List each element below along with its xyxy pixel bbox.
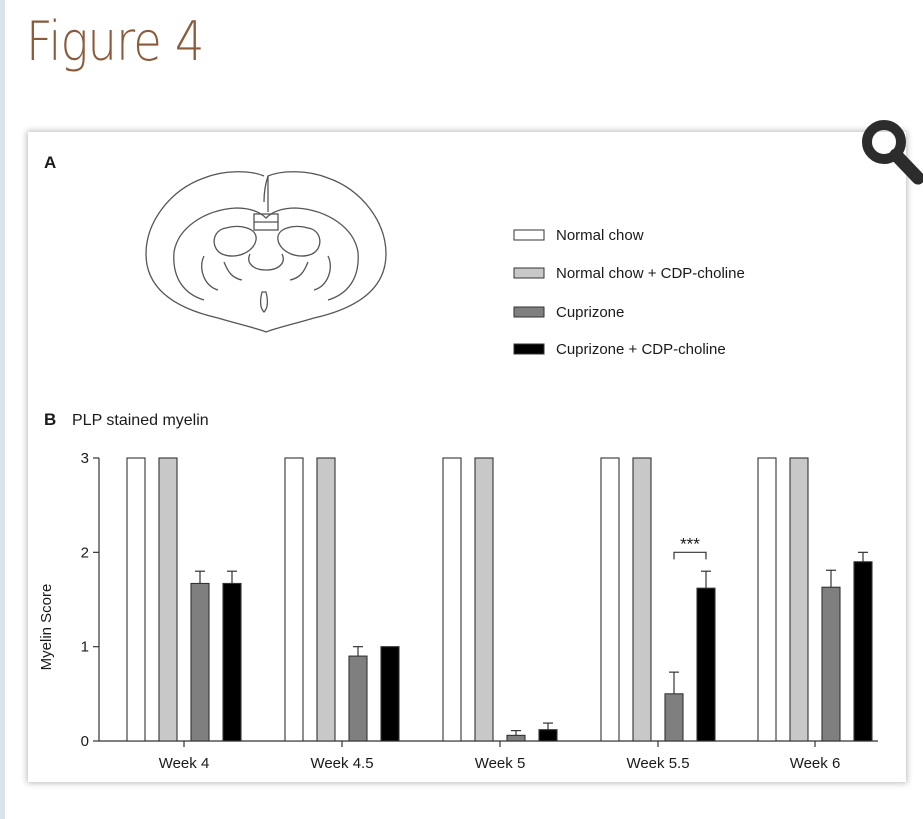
- legend-swatch-cuprizone-cdp: [513, 343, 545, 355]
- bar: [474, 457, 494, 742]
- bar: [632, 457, 652, 742]
- legend-swatch-normal-chow-cdp: [513, 267, 545, 279]
- figure-svg: A Normal chow Normal chow + CDP-choline …: [38, 153, 878, 772]
- bar: [821, 586, 841, 742]
- page-title: Figure 4: [26, 10, 204, 73]
- bar: [600, 457, 620, 742]
- y-tick-label: 0: [81, 733, 89, 750]
- bars: ***: [126, 457, 873, 742]
- bar: [190, 582, 210, 742]
- bar: [442, 457, 462, 742]
- bar: [506, 734, 526, 742]
- legend-label-cuprizone: Cuprizone: [556, 304, 624, 321]
- panel-b-label: B: [44, 410, 56, 429]
- zoom-button[interactable]: [858, 112, 923, 202]
- bar: [316, 457, 336, 742]
- y-tick-label: 1: [81, 639, 89, 656]
- bar: [126, 457, 146, 742]
- legend-swatch-cuprizone: [513, 306, 545, 318]
- page-left-rule: [0, 0, 5, 819]
- y-tick-label: 3: [81, 450, 89, 467]
- x-tick-label: Week 4: [159, 755, 210, 772]
- bar: [789, 457, 809, 742]
- bar: [664, 693, 684, 742]
- y-tick-label: 2: [81, 544, 89, 561]
- x-tick-label: Week 5: [475, 755, 526, 772]
- legend-swatch-normal-chow: [513, 229, 545, 241]
- bar: [222, 582, 242, 742]
- bar: [158, 457, 178, 742]
- legend: Normal chow Normal chow + CDP-choline Cu…: [513, 227, 745, 358]
- legend-label-cuprizone-cdp: Cuprizone + CDP-choline: [556, 341, 726, 358]
- chart-title: PLP stained myelin: [72, 412, 209, 429]
- bar: [757, 457, 777, 742]
- bar: [538, 729, 558, 742]
- x-tick-label: Week 6: [790, 755, 841, 772]
- bar: [853, 561, 873, 742]
- y-axis-label: Myelin Score: [38, 584, 55, 671]
- axes: 0 1 2 3 Week 4 Week 4.5 Week 5 Week 5.5 Week 6: [81, 450, 878, 772]
- bar: [348, 655, 368, 742]
- bar: [284, 457, 304, 742]
- bar: [380, 646, 400, 742]
- x-tick-label: Week 4.5: [310, 755, 373, 772]
- legend-label-normal-chow-cdp: Normal chow + CDP-choline: [556, 265, 745, 282]
- significance-bracket: [673, 551, 707, 560]
- brain-section-diagram: [145, 171, 387, 333]
- x-tick-label: Week 5.5: [626, 755, 689, 772]
- legend-label-normal-chow: Normal chow: [556, 227, 644, 244]
- significance-label: ***: [680, 534, 700, 553]
- bar: [696, 587, 716, 742]
- figure-card[interactable]: A Normal chow Normal chow + CDP-choline …: [28, 132, 906, 782]
- magnifier-icon: [862, 120, 923, 185]
- panel-a-label: A: [44, 153, 56, 172]
